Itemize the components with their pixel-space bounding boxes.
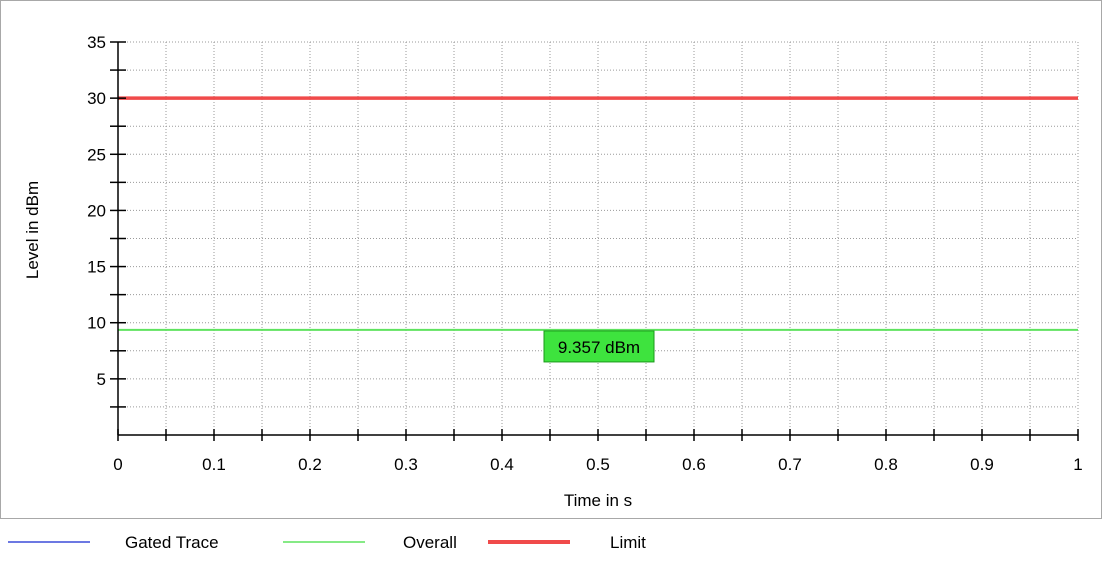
chart-svg: 0 0.1 0.2 0.3 0.4 0.5 0.6 0.7 0.8 0.9 151015202530… [0, 0, 1102, 519]
legend-item-gated-trace: Gated Trace [8, 533, 219, 552]
legend-svg: Gated Trace Overall Limit [8, 533, 646, 552]
legend-label: Limit [610, 533, 646, 552]
legend-label: Overall [403, 533, 457, 552]
legend-label: Gated Trace [125, 533, 219, 552]
marker-label-box [543, 330, 655, 363]
x-axis-title: Time in s [564, 491, 632, 510]
y-axis-title: Level in dBm [23, 181, 42, 279]
x-tick-label: 0.7 [778, 455, 802, 474]
x-tick-label: 0.8 [874, 455, 898, 474]
x-tick-label: 1 [1073, 455, 1082, 474]
annotations: 9.357 dBm [543, 330, 655, 363]
y-tick-label: 30 [87, 89, 106, 108]
legend-item-limit: Limit [488, 533, 646, 552]
legend: Gated Trace Overall Limit [0, 530, 1102, 568]
chart-frame: 0 0.1 0.2 0.3 0.4 0.5 0.6 0.7 0.8 0.9 1 5 10 15 20 25 30… [0, 0, 1102, 519]
y-tick-label: 5 [97, 370, 106, 389]
chart-border [0, 0, 1102, 519]
x-tick-label: 0.3 [394, 455, 418, 474]
y-tick-label: 10 [87, 314, 106, 333]
marker-label-text: 9.357 dBm [558, 338, 640, 357]
y-tick-label: 15 [87, 258, 106, 277]
x-tick-label: 0.2 [298, 455, 322, 474]
x-tick-label: 0.4 [490, 455, 514, 474]
x-tick-label: 0.5 [586, 455, 610, 474]
y-tick-label: 20 [87, 201, 106, 220]
y-tick-label: 25 [87, 145, 106, 164]
legend-item-overall: Overall [283, 533, 457, 552]
x-tick-label: 0 [113, 455, 122, 474]
marker-label: 9.357 dBm [543, 330, 655, 363]
ticks: 0 0.1 0.2 0.3 0.4 0.5 0.6 0.7 0.8 0.9 151015202530… [87, 33, 1083, 474]
y-tick-label: 35 [87, 33, 106, 52]
x-tick-label: 0.1 [202, 455, 226, 474]
x-tick-label: 0.9 [970, 455, 994, 474]
series-layer [118, 96, 1078, 331]
x-tick-label: 0.6 [682, 455, 706, 474]
